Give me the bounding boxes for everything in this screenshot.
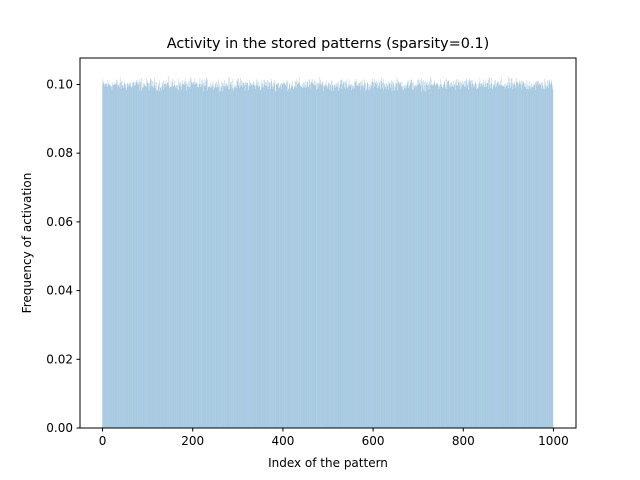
plot-frame xyxy=(79,57,577,429)
x-axis: 0 200 400 600 800 1000 xyxy=(99,428,569,448)
x-tick-label: 0 xyxy=(99,434,107,448)
y-tick-label: 0.10 xyxy=(46,77,73,91)
x-tick-label: 1000 xyxy=(538,434,569,448)
x-tick-label: 200 xyxy=(181,434,204,448)
y-tick-label: 0.06 xyxy=(46,215,73,229)
x-tick-label: 600 xyxy=(362,434,385,448)
x-axis-label: Index of the pattern xyxy=(268,456,388,470)
x-tick-label: 800 xyxy=(452,434,475,448)
bars-group xyxy=(102,76,554,429)
y-axis: 0.00 0.02 0.04 0.06 0.08 0.10 xyxy=(46,77,80,435)
chart-title: Activity in the stored patterns (sparsit… xyxy=(167,36,490,52)
y-tick-label: 0.04 xyxy=(46,284,73,298)
y-tick-label: 0.00 xyxy=(46,421,73,435)
x-tick-label: 400 xyxy=(271,434,294,448)
y-axis-label: Frequency of activation xyxy=(20,173,34,314)
y-tick-label: 0.02 xyxy=(46,352,73,366)
y-tick-label: 0.08 xyxy=(46,146,73,160)
